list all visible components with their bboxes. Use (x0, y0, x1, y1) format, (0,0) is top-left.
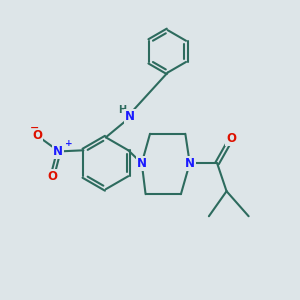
Text: N: N (125, 110, 135, 123)
Text: O: O (226, 132, 236, 145)
Text: −: − (30, 123, 40, 133)
Text: O: O (47, 170, 57, 183)
Text: +: + (64, 139, 72, 148)
Text: H: H (118, 105, 127, 115)
Text: O: O (32, 129, 43, 142)
Text: N: N (137, 157, 147, 170)
Text: N: N (53, 145, 63, 158)
Text: N: N (185, 157, 195, 170)
